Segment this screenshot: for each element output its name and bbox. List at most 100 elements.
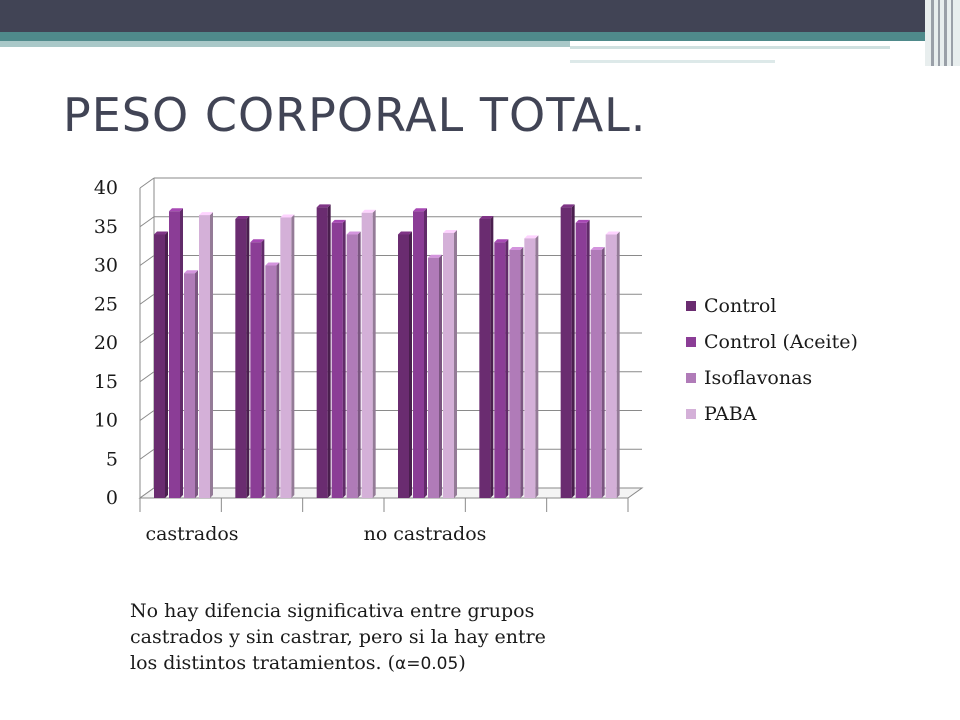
bar-side xyxy=(372,209,376,499)
bar-top xyxy=(235,216,250,219)
gridline-side xyxy=(139,332,155,344)
accent-stripe-light xyxy=(0,41,570,47)
bar-side xyxy=(454,229,457,498)
bar-side xyxy=(195,270,198,498)
y-tick-label: 40 xyxy=(94,177,118,199)
bar xyxy=(331,222,343,498)
bar-top xyxy=(265,262,280,266)
corner-decoration xyxy=(925,0,960,66)
footnote: No hay difencia significativa entre grup… xyxy=(130,598,610,677)
y-tick-label: 30 xyxy=(94,255,118,277)
bar-side xyxy=(291,214,295,498)
legend-label: Control xyxy=(704,295,777,317)
gridline-side xyxy=(139,410,155,421)
bar-side xyxy=(180,208,183,498)
bar-top xyxy=(479,216,494,219)
bar-top xyxy=(524,235,539,239)
bar-side xyxy=(439,254,442,498)
bar-side xyxy=(327,204,331,498)
bar-top xyxy=(428,254,442,258)
bar-side xyxy=(276,262,280,498)
bar-top xyxy=(361,209,376,213)
gridline-side xyxy=(139,216,155,228)
bar xyxy=(250,242,262,498)
bar-top xyxy=(169,208,183,212)
footnote-line: los distintos tratamientos. (α=0.05) xyxy=(130,650,610,677)
bar-side xyxy=(409,231,412,498)
legend-swatch xyxy=(686,409,696,419)
y-tick-label: 0 xyxy=(106,487,118,509)
legend-label: Control (Aceite) xyxy=(704,331,858,353)
bar xyxy=(280,217,292,498)
bar-side xyxy=(342,219,346,498)
bar xyxy=(605,234,617,498)
bar-top xyxy=(590,247,605,250)
legend-swatch xyxy=(686,301,696,311)
x-tick-label: castrados xyxy=(145,523,238,545)
footnote-line: No hay difencia significativa entre grup… xyxy=(130,600,535,622)
bar-side xyxy=(505,239,509,498)
y-tick-label: 10 xyxy=(94,410,118,432)
accent-stripe-thin xyxy=(570,46,890,49)
bar-side xyxy=(490,216,494,498)
bar-side xyxy=(616,231,620,498)
bar-side xyxy=(586,219,590,498)
legend-swatch xyxy=(686,373,696,383)
bar-side xyxy=(571,204,575,498)
bar-side xyxy=(424,208,427,498)
bar-side xyxy=(261,239,265,498)
gridline-side xyxy=(139,177,155,189)
bar-side xyxy=(357,231,361,498)
bar xyxy=(398,234,409,498)
y-tick-label: 35 xyxy=(94,216,118,238)
bar xyxy=(443,232,454,498)
bar-top xyxy=(346,231,361,235)
bar-top xyxy=(316,204,331,208)
bar xyxy=(509,250,521,498)
chart-legend: Control Control (Aceite) Isoflavonas PAB… xyxy=(686,288,858,432)
bar-top xyxy=(575,219,590,223)
bar-side xyxy=(246,216,250,498)
bar xyxy=(154,234,165,498)
legend-item-control: Control xyxy=(686,288,858,324)
y-tick-label: 15 xyxy=(94,371,118,393)
bar-top xyxy=(560,204,575,208)
gridline-side xyxy=(139,371,155,383)
bar xyxy=(575,222,587,498)
bar-top xyxy=(443,229,457,233)
bar-top xyxy=(413,208,427,212)
gridline-side xyxy=(139,255,155,266)
gridline-side xyxy=(139,293,155,305)
bar-side xyxy=(165,231,168,498)
top-bar xyxy=(0,0,960,32)
bar-top xyxy=(154,231,168,235)
bar xyxy=(169,211,180,498)
accent-stripe xyxy=(0,32,940,41)
bar xyxy=(199,215,210,498)
y-tick-label: 20 xyxy=(94,332,118,354)
bar xyxy=(346,234,358,498)
bar xyxy=(413,211,424,498)
bar xyxy=(316,207,328,498)
alpha-value: α=0.05 xyxy=(395,654,459,674)
bar-top xyxy=(398,231,412,235)
bar xyxy=(560,207,572,498)
bar-top xyxy=(199,212,213,216)
bar-top xyxy=(184,270,198,274)
bar xyxy=(590,250,602,498)
bar-side xyxy=(520,247,524,498)
bar-top xyxy=(494,239,509,243)
bar xyxy=(235,219,247,498)
x-tick-label: no castrados xyxy=(364,523,487,545)
bar xyxy=(265,265,277,498)
accent-stripe-thin-2 xyxy=(570,60,775,63)
footnote-text: los distintos tratamientos. ( xyxy=(130,652,396,674)
gridline-side xyxy=(139,448,155,460)
bar-top xyxy=(280,214,295,218)
bar-top xyxy=(250,239,265,243)
y-tick-label: 25 xyxy=(94,293,118,315)
bar-side xyxy=(601,247,605,498)
bar-top xyxy=(331,219,346,223)
bar xyxy=(494,242,506,498)
